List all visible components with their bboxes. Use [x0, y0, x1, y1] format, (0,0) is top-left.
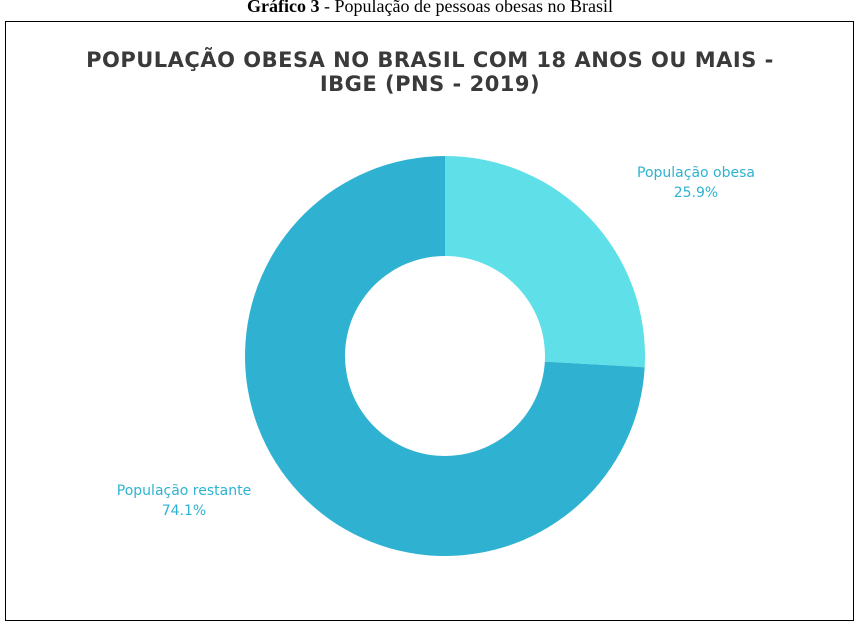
chart-title-line-1: POPULAÇÃO OBESA NO BRASIL COM 18 ANOS OU… — [86, 48, 774, 72]
donut-slice-restante — [244, 156, 645, 557]
figure-caption-number: Gráfico 3 — [247, 0, 320, 16]
slice-label-restante: População restante 74.1% — [98, 481, 270, 521]
chart-title: POPULAÇÃO OBESA NO BRASIL COM 18 ANOS OU… — [0, 48, 860, 96]
slice-label-obesa-name: População obesa — [637, 165, 755, 181]
slice-label-restante-value: 74.1% — [161, 503, 207, 519]
slice-label-obesa-value: 25.9% — [673, 185, 719, 201]
figure-caption: Gráfico 3 - População de pessoas obesas … — [0, 0, 860, 17]
slice-label-obesa: População obesa 25.9% — [622, 163, 770, 203]
donut-slice-obesa — [445, 156, 645, 368]
figure-caption-text: - População de pessoas obesas no Brasil — [319, 0, 613, 16]
chart-title-line-2: IBGE (PNS - 2019) — [319, 72, 541, 96]
slice-label-restante-name: População restante — [116, 483, 252, 499]
